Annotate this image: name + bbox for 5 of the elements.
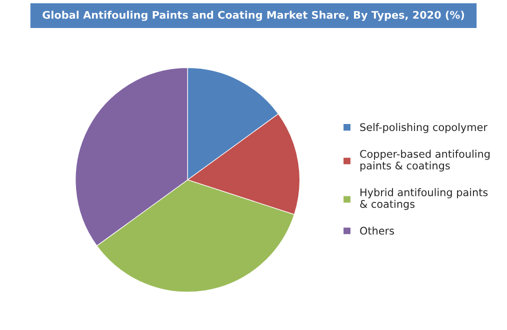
legend-label: Hybrid antifouling paints & coatings bbox=[360, 188, 488, 210]
legend-label: Self-polishing copolymer bbox=[360, 123, 488, 134]
chart-title: Global Antifouling Paints and Coating Market Share, By Types, 2020 (%) bbox=[42, 10, 464, 21]
legend-label: Others bbox=[360, 226, 394, 235]
legend-label: Copper-based antifouling paints & coatings bbox=[360, 150, 490, 172]
